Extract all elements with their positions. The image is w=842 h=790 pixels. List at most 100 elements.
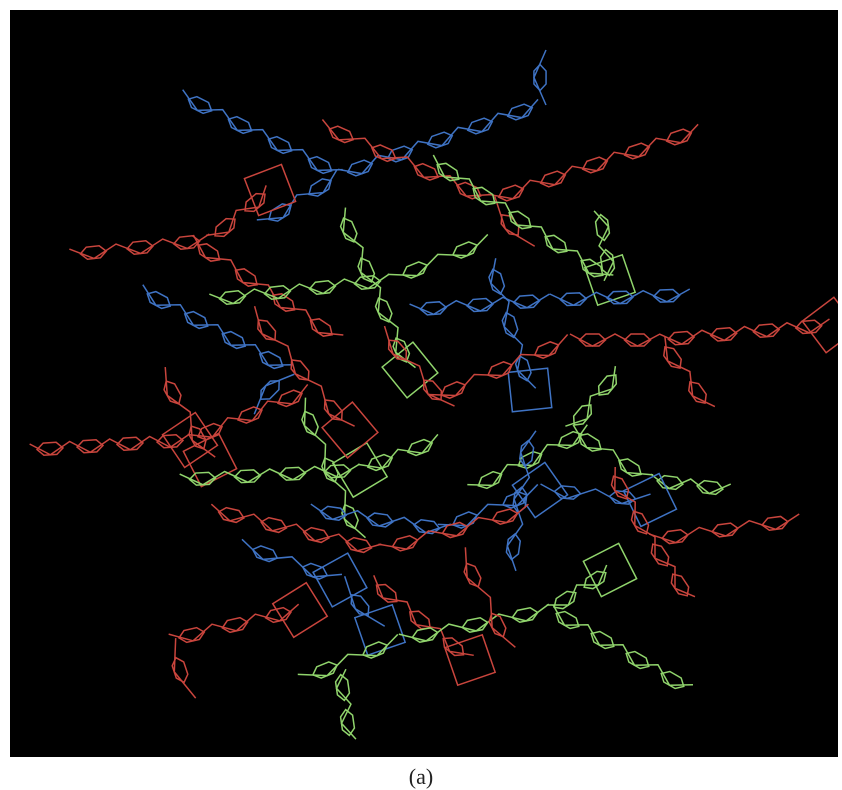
- molecule-fragment: [35, 441, 65, 456]
- molecule-fragment: [307, 155, 333, 175]
- molecule-fragment: [272, 293, 296, 312]
- molecule-fragment: [319, 505, 348, 522]
- molecule-fragment: [572, 404, 593, 426]
- molecule-fragment: [656, 474, 684, 491]
- molecule-fragment: [209, 273, 390, 305]
- crystal-structure-image: [10, 10, 838, 757]
- molecule-fragment: [565, 366, 617, 427]
- molecule-fragment: [505, 532, 522, 561]
- molecule-fragment: [578, 333, 607, 347]
- molecule-fragment: [301, 410, 319, 437]
- molecule-fragment: [339, 217, 358, 243]
- molecule-fragment: [79, 245, 108, 260]
- molecule-fragment: [339, 708, 356, 737]
- molecule-fragment: [75, 439, 105, 454]
- molecule-fragment: [331, 441, 389, 499]
- molecule-fragment: [533, 341, 560, 359]
- molecule-fragment: [357, 257, 376, 283]
- molecule-fragment: [187, 95, 213, 115]
- molecule-fragment: [533, 63, 547, 92]
- molecule-fragment: [711, 522, 739, 538]
- molecule-fragment: [487, 361, 513, 379]
- molecule-fragment: [652, 288, 681, 303]
- molecule-fragment: [599, 248, 616, 277]
- molecule-fragment: [622, 472, 678, 528]
- molecule-fragment: [630, 510, 650, 535]
- molecule-fragment: [233, 469, 262, 484]
- molecule-fragment: [221, 616, 249, 634]
- molecule-fragment: [251, 545, 279, 563]
- molecule-fragment: [491, 508, 519, 525]
- molecule-fragment: [618, 458, 642, 477]
- molecule-fragment: [192, 234, 344, 336]
- molecule-fragment: [263, 284, 292, 301]
- molecule-fragment: [593, 210, 615, 282]
- molecule-fragment: [623, 142, 651, 160]
- molecule-fragment: [569, 333, 661, 347]
- molecule-fragment: [341, 503, 359, 530]
- molecule-fragment: [234, 268, 258, 287]
- molecule-fragment: [290, 359, 310, 381]
- molecule-fragment: [512, 294, 541, 309]
- molecule-fragment: [466, 117, 494, 135]
- molecule-fragment: [236, 406, 264, 424]
- molecule-fragment: [188, 471, 217, 486]
- molecule-fragment: [177, 626, 206, 644]
- molecule-fragment: [328, 125, 355, 144]
- molecule-fragment: [227, 115, 253, 135]
- molecule-fragment: [29, 433, 191, 456]
- molecule-fragment: [497, 184, 525, 202]
- molecule-fragment: [465, 297, 495, 313]
- molecule-fragment: [308, 178, 332, 197]
- molecule-fragment: [518, 439, 535, 468]
- molecule-fragment: [623, 333, 652, 347]
- molecule-fragment: [426, 131, 454, 149]
- molecule-fragment: [583, 570, 607, 590]
- molecule-fragment: [580, 258, 604, 278]
- molecule-fragment: [501, 311, 519, 339]
- molecule-fragment: [411, 626, 439, 644]
- molecule-fragment: [218, 289, 247, 306]
- molecule-fragment: [442, 637, 465, 657]
- molecule-fragment: [572, 424, 654, 476]
- molecule-fragment: [260, 380, 280, 400]
- molecule-fragment: [610, 475, 630, 500]
- molecule-fragment: [370, 144, 397, 163]
- molecule-fragment: [146, 290, 172, 310]
- molecule-fragment: [260, 516, 288, 534]
- molecule-fragment: [581, 156, 609, 174]
- molecule-fragment: [408, 610, 432, 630]
- molecule-fragment: [436, 162, 460, 182]
- molecule-fragment: [557, 430, 583, 450]
- molecule-fragment: [350, 593, 370, 617]
- molecule-fragment: [374, 297, 393, 323]
- molecule-fragment: [508, 210, 532, 230]
- molecule-fragment: [401, 261, 429, 279]
- molecule-fragment: [115, 436, 145, 451]
- molecule-fragment: [241, 538, 343, 578]
- molecule-fragment: [752, 323, 781, 339]
- molecule-fragment: [210, 503, 382, 552]
- molecule-fragment: [660, 670, 685, 690]
- molecule-fragment: [443, 633, 497, 687]
- molecule-fragment: [171, 656, 189, 684]
- molecule-fragment: [309, 318, 333, 337]
- molecule-fragment: [605, 290, 635, 305]
- molecule-fragment: [142, 284, 293, 367]
- molecule-fragment: [164, 367, 216, 458]
- molecule-fragment: [381, 341, 439, 399]
- molecule-fragment: [696, 479, 724, 496]
- molecule-fragment: [667, 330, 696, 346]
- molecule-fragment: [511, 606, 539, 624]
- molecule-fragment: [614, 467, 656, 538]
- molecule-fragment: [182, 432, 238, 488]
- molecule-fragment: [555, 610, 580, 630]
- molecule-fragment: [437, 483, 539, 527]
- molecule-fragment: [625, 650, 650, 670]
- molecule-fragment: [464, 547, 516, 648]
- molecule-fragment: [163, 380, 182, 405]
- molecule-fragment: [650, 473, 732, 495]
- molecule-fragment: [661, 529, 689, 545]
- molecule-fragment: [590, 630, 615, 650]
